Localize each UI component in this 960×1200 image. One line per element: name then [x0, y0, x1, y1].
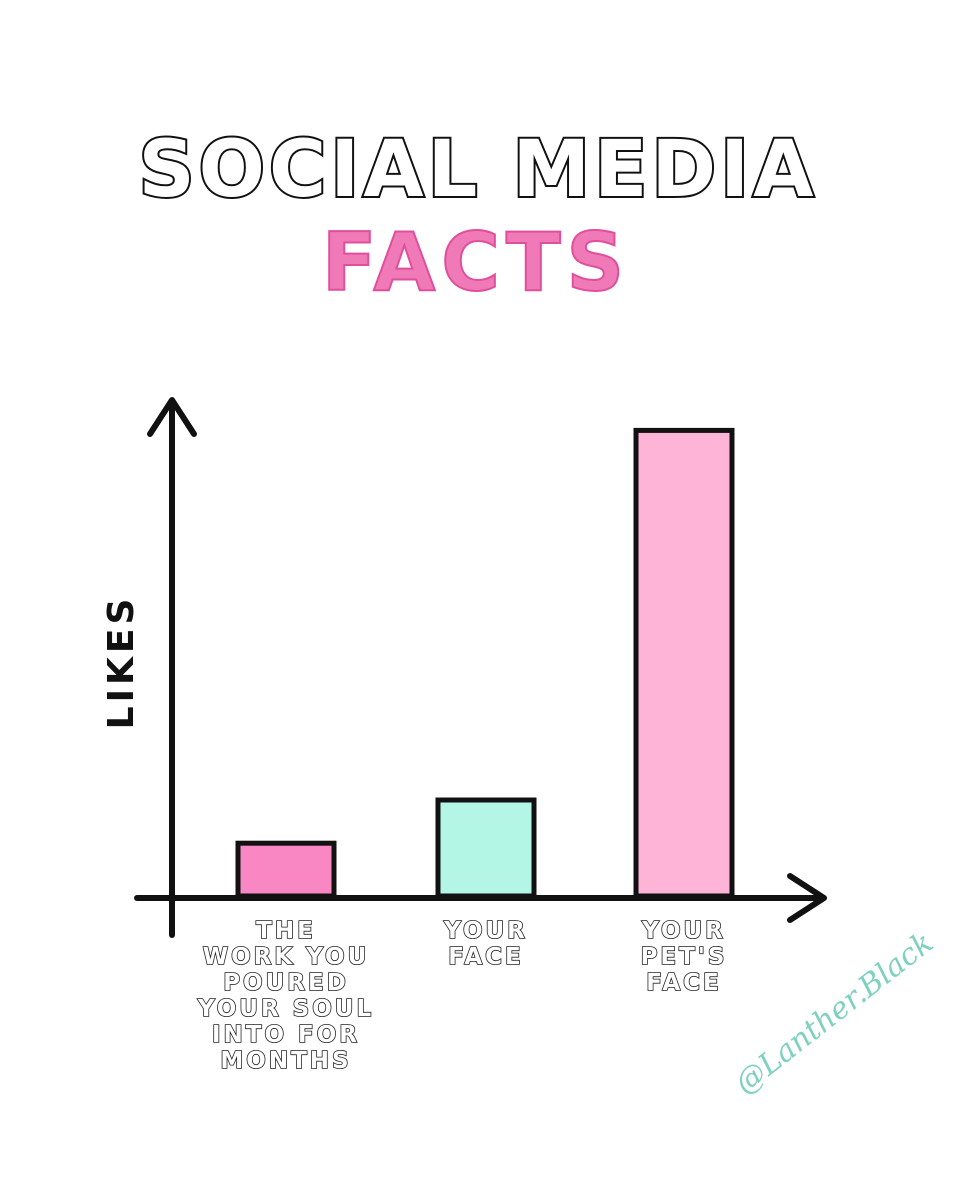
category-label-line: POURED — [223, 970, 349, 996]
category-label-3: YOUR PET'S FACE — [641, 918, 728, 996]
category-label-line: THE — [256, 918, 316, 944]
bar-2 — [435, 797, 537, 899]
bars — [235, 427, 735, 899]
bar-1 — [235, 840, 337, 899]
category-label-line: YOUR — [641, 918, 726, 944]
category-label-line: FACE — [646, 970, 721, 996]
category-labels: THE WORK YOU POURED YOUR SOUL INTO FOR MONTHS… — [196, 917, 728, 1075]
chart-subtitle: FACTS — [322, 216, 630, 309]
category-label-line: INTO FOR — [212, 1022, 360, 1048]
y-axis-arrow-icon — [147, 397, 197, 437]
category-label-line: MONTHS — [220, 1048, 351, 1074]
category-label-line: YOUR — [443, 918, 528, 944]
category-label-line: WORK YOU — [203, 944, 370, 970]
category-label-line: FACE — [448, 944, 523, 970]
watermark: @Lanther.Black — [728, 925, 940, 1101]
category-label-2: YOUR FACE — [443, 918, 528, 970]
y-axis — [147, 397, 197, 938]
bar-3 — [633, 427, 735, 899]
x-axis-arrow-icon — [787, 873, 827, 923]
category-label-1: THE WORK YOU POURED YOUR SOUL INTO FOR MONTHS — [197, 918, 374, 1074]
chart-title: SOCIAL MEDIA — [138, 125, 817, 215]
category-label-line: YOUR SOUL — [197, 996, 374, 1022]
category-label-line: PET'S — [641, 944, 728, 970]
y-axis-label: LIKES — [101, 595, 142, 730]
